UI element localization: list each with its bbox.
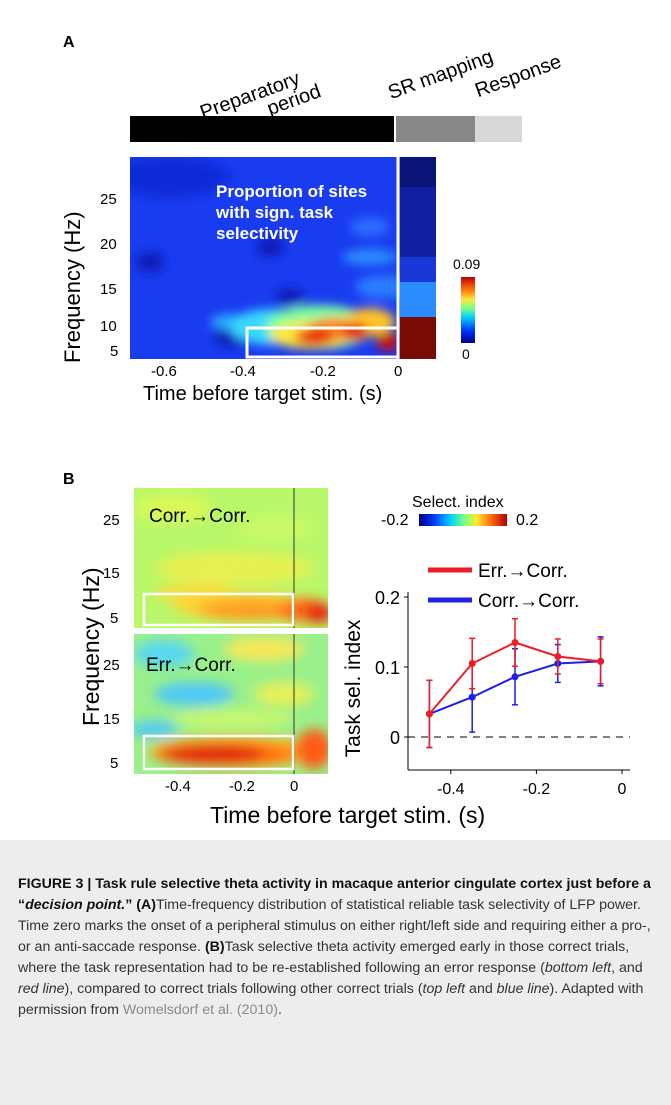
data-point bbox=[468, 660, 476, 667]
panel-a-ytick-15: 15 bbox=[100, 281, 117, 298]
heatmap-a bbox=[130, 157, 436, 359]
data-point bbox=[554, 653, 562, 660]
panel-a-ytick-20: 20 bbox=[100, 236, 117, 253]
panel-b-top-ytick-15: 15 bbox=[103, 565, 120, 582]
heatmap-a-annotation-line3: selectivity bbox=[216, 224, 299, 243]
figure-caption-text: FIGURE 3 | Task rule selective theta act… bbox=[18, 874, 658, 1021]
caption-b-text-5: ). Adapted with permission from bbox=[18, 981, 644, 1018]
caption-a-text: Time-frequency distribution of statistic… bbox=[18, 897, 651, 955]
panel-a-letter: A bbox=[63, 34, 75, 51]
caption-b-label: (B) bbox=[204, 939, 225, 955]
colorbar-b-title: Select. index bbox=[412, 494, 504, 511]
heatmap-b-top-label: Corr.→Corr. bbox=[149, 506, 251, 527]
caption-a-label: (A) bbox=[136, 897, 156, 913]
panel-a-ytick-5: 5 bbox=[110, 343, 119, 360]
panel-a-xtick-0: 0 bbox=[394, 363, 403, 380]
heatmap-a-annotation: Proportion of sites with sign. task sele… bbox=[216, 181, 367, 244]
panel-b-map-xtick-neg04: -0.4 bbox=[165, 778, 191, 795]
y-tick-label: 0.1 bbox=[375, 658, 400, 678]
panel-a-y-label: Frequency (Hz) bbox=[60, 211, 85, 363]
phase-bar-response bbox=[475, 116, 522, 142]
colorbar-b-min: -0.2 bbox=[381, 512, 409, 529]
heatmap-b-top bbox=[134, 488, 328, 628]
phase-bar-sr-mapping bbox=[396, 116, 475, 142]
caption-b-italic-4: blue line bbox=[496, 981, 550, 997]
panel-b-letter: B bbox=[63, 471, 75, 488]
legend-label: Err.→Corr. bbox=[478, 561, 568, 582]
y-tick-label: 0.2 bbox=[375, 588, 400, 608]
line-chart-y-label: Task sel. index bbox=[342, 619, 365, 757]
panel-b-map-xtick-0: 0 bbox=[290, 778, 299, 795]
caption-b-italic-2: red line bbox=[18, 981, 65, 997]
panel-b-y-label: Frequency (Hz) bbox=[78, 567, 104, 726]
caption-title-part1: Task rule selective theta activity in ma… bbox=[18, 876, 651, 913]
caption-b-text-1: Task selective theta activity emerged ea… bbox=[18, 939, 630, 976]
caption-b-text-6: . bbox=[277, 1002, 282, 1018]
panel-a-x-label: Time before target stim. (s) bbox=[143, 383, 383, 405]
phase-bar-preparatory bbox=[130, 116, 394, 142]
caption-b-italic-1: bottom left bbox=[544, 960, 612, 976]
citation-link[interactable]: Womelsdorf et al. (2010) bbox=[122, 1002, 278, 1018]
task-selectivity-line-chart: 0.2 0.1 0 -0.4 -0.2 0 Task sel. index Err.→Corr… bbox=[342, 561, 630, 798]
panel-a-ytick-25: 25 bbox=[100, 191, 117, 208]
caption-b-text-3: ), compared to correct trials following … bbox=[64, 981, 423, 997]
panel-b-top-ytick-5: 5 bbox=[110, 610, 119, 627]
caption-b-text-4: and bbox=[465, 981, 497, 997]
panel-b-bottom-ytick-15: 15 bbox=[103, 711, 120, 728]
heatmap-a-annotation-line2: with sign. task bbox=[216, 203, 334, 222]
caption-title-italic: decision point. bbox=[25, 897, 126, 913]
panel-b-x-label: Time before target stim. (s) bbox=[210, 802, 486, 828]
panel-b-bottom-ytick-25: 25 bbox=[103, 657, 120, 674]
colorbar-b bbox=[419, 514, 507, 526]
data-point bbox=[511, 639, 519, 646]
caption-b-text-2: , and bbox=[611, 960, 643, 976]
figure-caption: FIGURE 3 | Task rule selective theta act… bbox=[0, 840, 671, 1105]
data-point bbox=[468, 693, 476, 701]
panel-b-map-xtick-neg02: -0.2 bbox=[229, 778, 255, 795]
panel-a-ytick-10: 10 bbox=[100, 318, 117, 335]
colorbar-b-max: 0.2 bbox=[516, 512, 539, 529]
caption-figure-label: FIGURE 3 | bbox=[18, 876, 92, 892]
panel-a-xtick-neg06: -0.6 bbox=[151, 363, 177, 380]
caption-b-italic-3: top left bbox=[422, 981, 466, 997]
y-tick-label: 0 bbox=[390, 728, 400, 748]
x-tick-label: -0.4 bbox=[437, 781, 465, 798]
colorbar-a bbox=[461, 277, 475, 343]
panel-a-xtick-neg02: -0.2 bbox=[310, 363, 336, 380]
panel-b-bottom-ytick-5: 5 bbox=[110, 755, 119, 772]
colorbar-a-max: 0.09 bbox=[453, 256, 481, 272]
panel-a-xtick-neg04: -0.4 bbox=[230, 363, 256, 380]
x-tick-label: 0 bbox=[618, 781, 627, 798]
caption-title-part2: ” bbox=[125, 897, 133, 913]
legend-label: Corr.→Corr. bbox=[478, 591, 579, 612]
x-tick-label: -0.2 bbox=[523, 781, 551, 798]
heatmap-b-bottom-label: Err.→Corr. bbox=[146, 655, 236, 676]
data-point bbox=[597, 657, 605, 665]
heatmap-b-bottom bbox=[134, 634, 328, 774]
data-point bbox=[511, 673, 519, 681]
heatmap-a-annotation-line1: Proportion of sites bbox=[216, 182, 368, 201]
data-point bbox=[425, 710, 433, 718]
panel-b-top-ytick-25: 25 bbox=[103, 512, 120, 529]
colorbar-a-min: 0 bbox=[462, 346, 470, 362]
